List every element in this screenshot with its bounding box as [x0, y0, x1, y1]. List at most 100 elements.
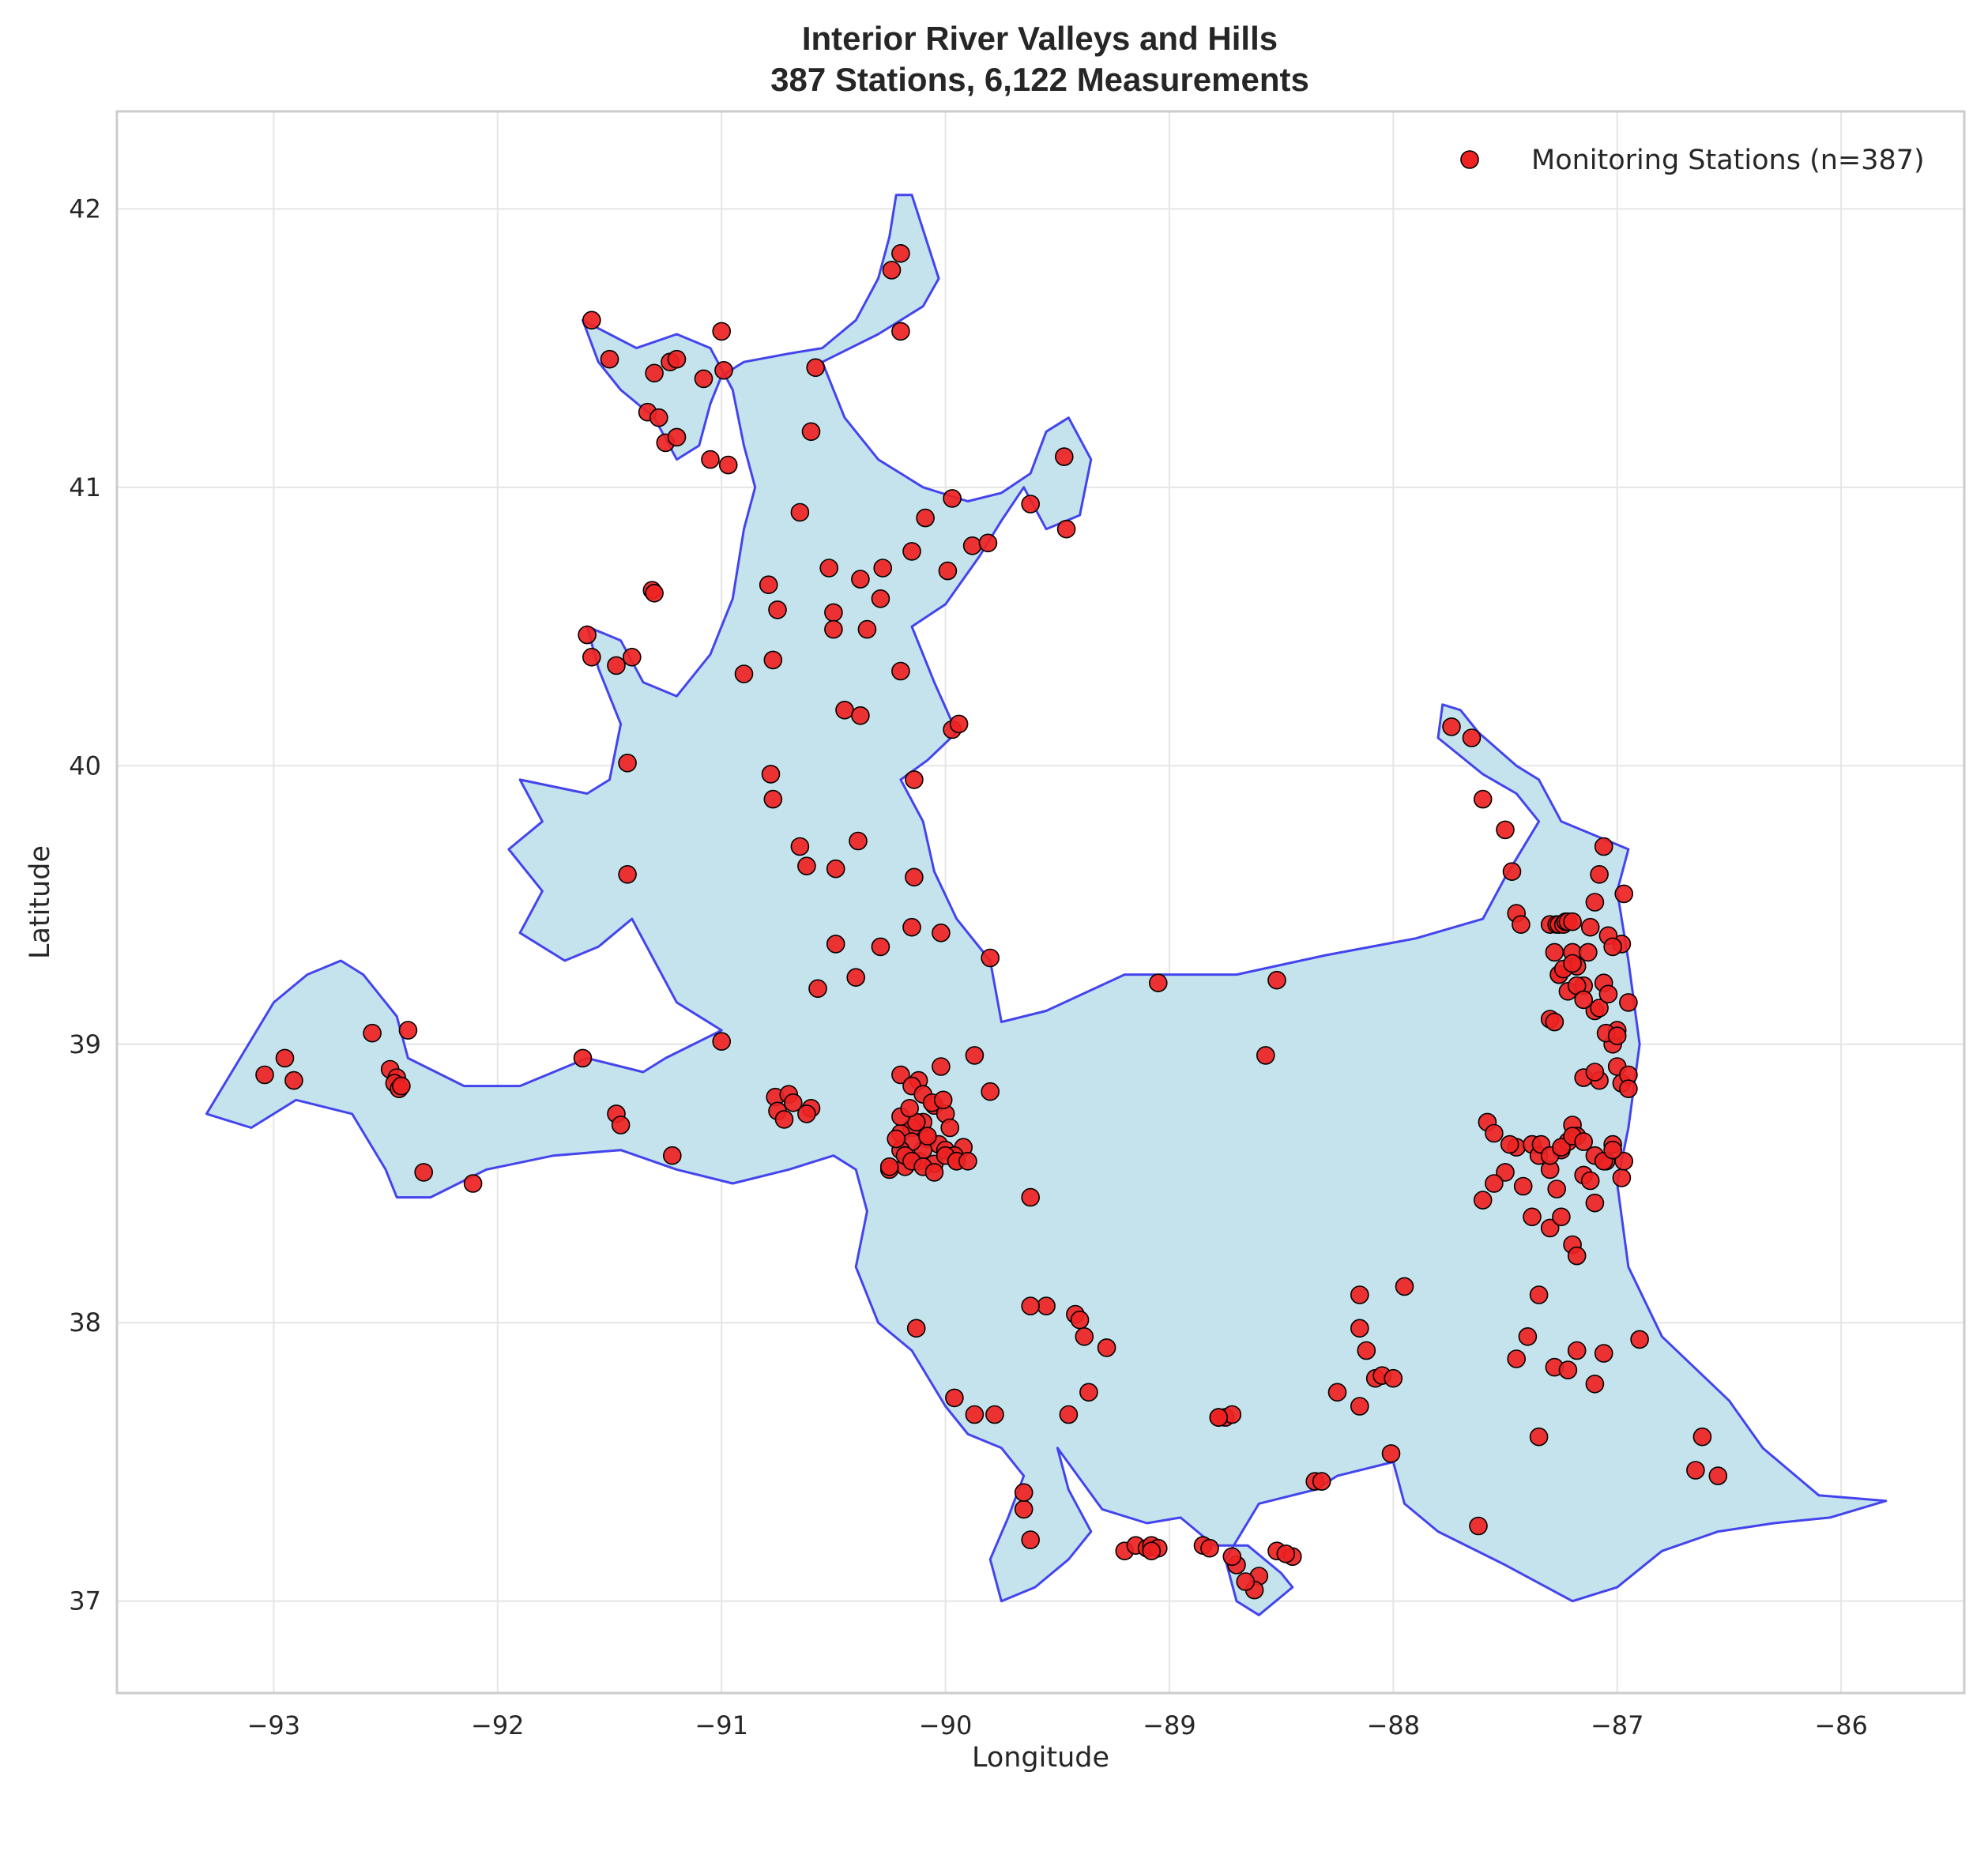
- station-point: [940, 1118, 959, 1138]
- station-point: [891, 322, 910, 341]
- station-point: [965, 1405, 985, 1424]
- x-tick-label: −89: [1143, 1710, 1196, 1740]
- station-point: [905, 867, 924, 887]
- station-point: [871, 589, 890, 608]
- station-point: [938, 561, 958, 581]
- station-point: [1350, 1397, 1369, 1416]
- station-point: [667, 427, 687, 447]
- station-point: [662, 1146, 682, 1165]
- station-point: [1585, 1193, 1605, 1213]
- x-tick-labels: −93 −92 −91 −90 −89 −88 −87 −86: [247, 1710, 1868, 1740]
- station-point: [806, 358, 825, 378]
- station-point: [1708, 1466, 1728, 1485]
- station-point: [1055, 447, 1074, 466]
- station-point: [578, 625, 597, 645]
- station-point: [714, 360, 733, 380]
- x-tick-label: −90: [919, 1710, 973, 1740]
- station-point: [1442, 717, 1461, 736]
- station-point: [824, 603, 843, 623]
- station-point: [1021, 1296, 1040, 1315]
- station-point: [1097, 1338, 1116, 1357]
- station-point: [1507, 1349, 1526, 1368]
- station-point: [1567, 1246, 1587, 1266]
- station-point: [607, 656, 626, 675]
- station-point: [582, 647, 601, 667]
- station-point: [1500, 1134, 1519, 1154]
- station-point: [582, 310, 601, 330]
- station-point: [891, 243, 910, 263]
- station-point: [1545, 1012, 1564, 1032]
- station-point: [978, 533, 998, 553]
- station-point: [1021, 1530, 1040, 1549]
- station-point: [1070, 1310, 1090, 1330]
- region-outline: [205, 194, 1888, 1616]
- station-point: [1563, 912, 1582, 931]
- station-point: [1607, 1026, 1627, 1045]
- station-point: [916, 508, 935, 528]
- station-point: [392, 1076, 411, 1096]
- station-point: [905, 770, 924, 789]
- y-tick-label: 38: [69, 1307, 101, 1338]
- station-point: [1558, 1360, 1578, 1379]
- station-point: [1552, 1138, 1571, 1157]
- station-point: [667, 349, 687, 369]
- station-point: [1603, 937, 1622, 957]
- station-point: [1079, 1383, 1098, 1402]
- station-point: [645, 363, 664, 383]
- station-point: [463, 1174, 483, 1193]
- station-point: [1630, 1330, 1649, 1349]
- station-point: [783, 1093, 803, 1112]
- station-point: [1462, 728, 1482, 747]
- station-point: [1200, 1538, 1219, 1558]
- station-point: [1529, 1285, 1549, 1304]
- station-point: [1563, 954, 1582, 973]
- station-point: [1574, 990, 1593, 1010]
- station-point: [1590, 865, 1609, 884]
- chart-title: Interior River Valleys and Hills: [802, 20, 1278, 57]
- station-point: [1603, 1140, 1622, 1160]
- station-point: [790, 502, 810, 522]
- station-point: [871, 937, 890, 957]
- station-point: [1350, 1285, 1369, 1304]
- station-point: [763, 650, 783, 670]
- station-point: [1585, 1063, 1605, 1082]
- station-point: [891, 1065, 910, 1085]
- station-point: [622, 647, 642, 667]
- station-point: [1619, 993, 1638, 1012]
- station-point: [797, 1104, 816, 1123]
- station-point: [1619, 1079, 1638, 1098]
- station-point: [1149, 973, 1168, 992]
- station-point: [932, 924, 951, 943]
- station-point: [1580, 1171, 1600, 1191]
- station-point: [857, 619, 877, 639]
- station-point: [1502, 862, 1522, 881]
- station-point: [943, 489, 962, 508]
- station-point: [958, 1152, 977, 1171]
- station-point: [1014, 1483, 1034, 1502]
- y-axis-label: Latitude: [24, 845, 56, 959]
- station-point: [1021, 1187, 1040, 1207]
- station-point: [1496, 820, 1515, 840]
- station-point: [900, 1099, 919, 1118]
- station-point: [1469, 1516, 1488, 1536]
- station-point: [849, 831, 868, 851]
- station-point: [1075, 1327, 1094, 1346]
- station-point: [985, 1405, 1004, 1424]
- y-tick-label: 40: [69, 751, 101, 781]
- station-point: [1594, 837, 1613, 856]
- x-tick-label: −91: [695, 1710, 748, 1740]
- station-point: [718, 455, 738, 475]
- station-point: [1512, 915, 1531, 934]
- y-tick-label: 41: [69, 472, 101, 502]
- station-point: [981, 948, 1000, 968]
- legend-label: Monitoring Stations (n=387): [1531, 145, 1925, 176]
- station-point: [645, 583, 664, 603]
- station-point: [797, 856, 816, 875]
- station-point: [1594, 1344, 1613, 1363]
- station-point: [284, 1070, 303, 1090]
- station-point: [835, 700, 854, 720]
- station-point: [846, 968, 865, 987]
- station-point: [363, 1023, 382, 1043]
- station-point: [851, 570, 870, 589]
- station-point: [761, 765, 781, 784]
